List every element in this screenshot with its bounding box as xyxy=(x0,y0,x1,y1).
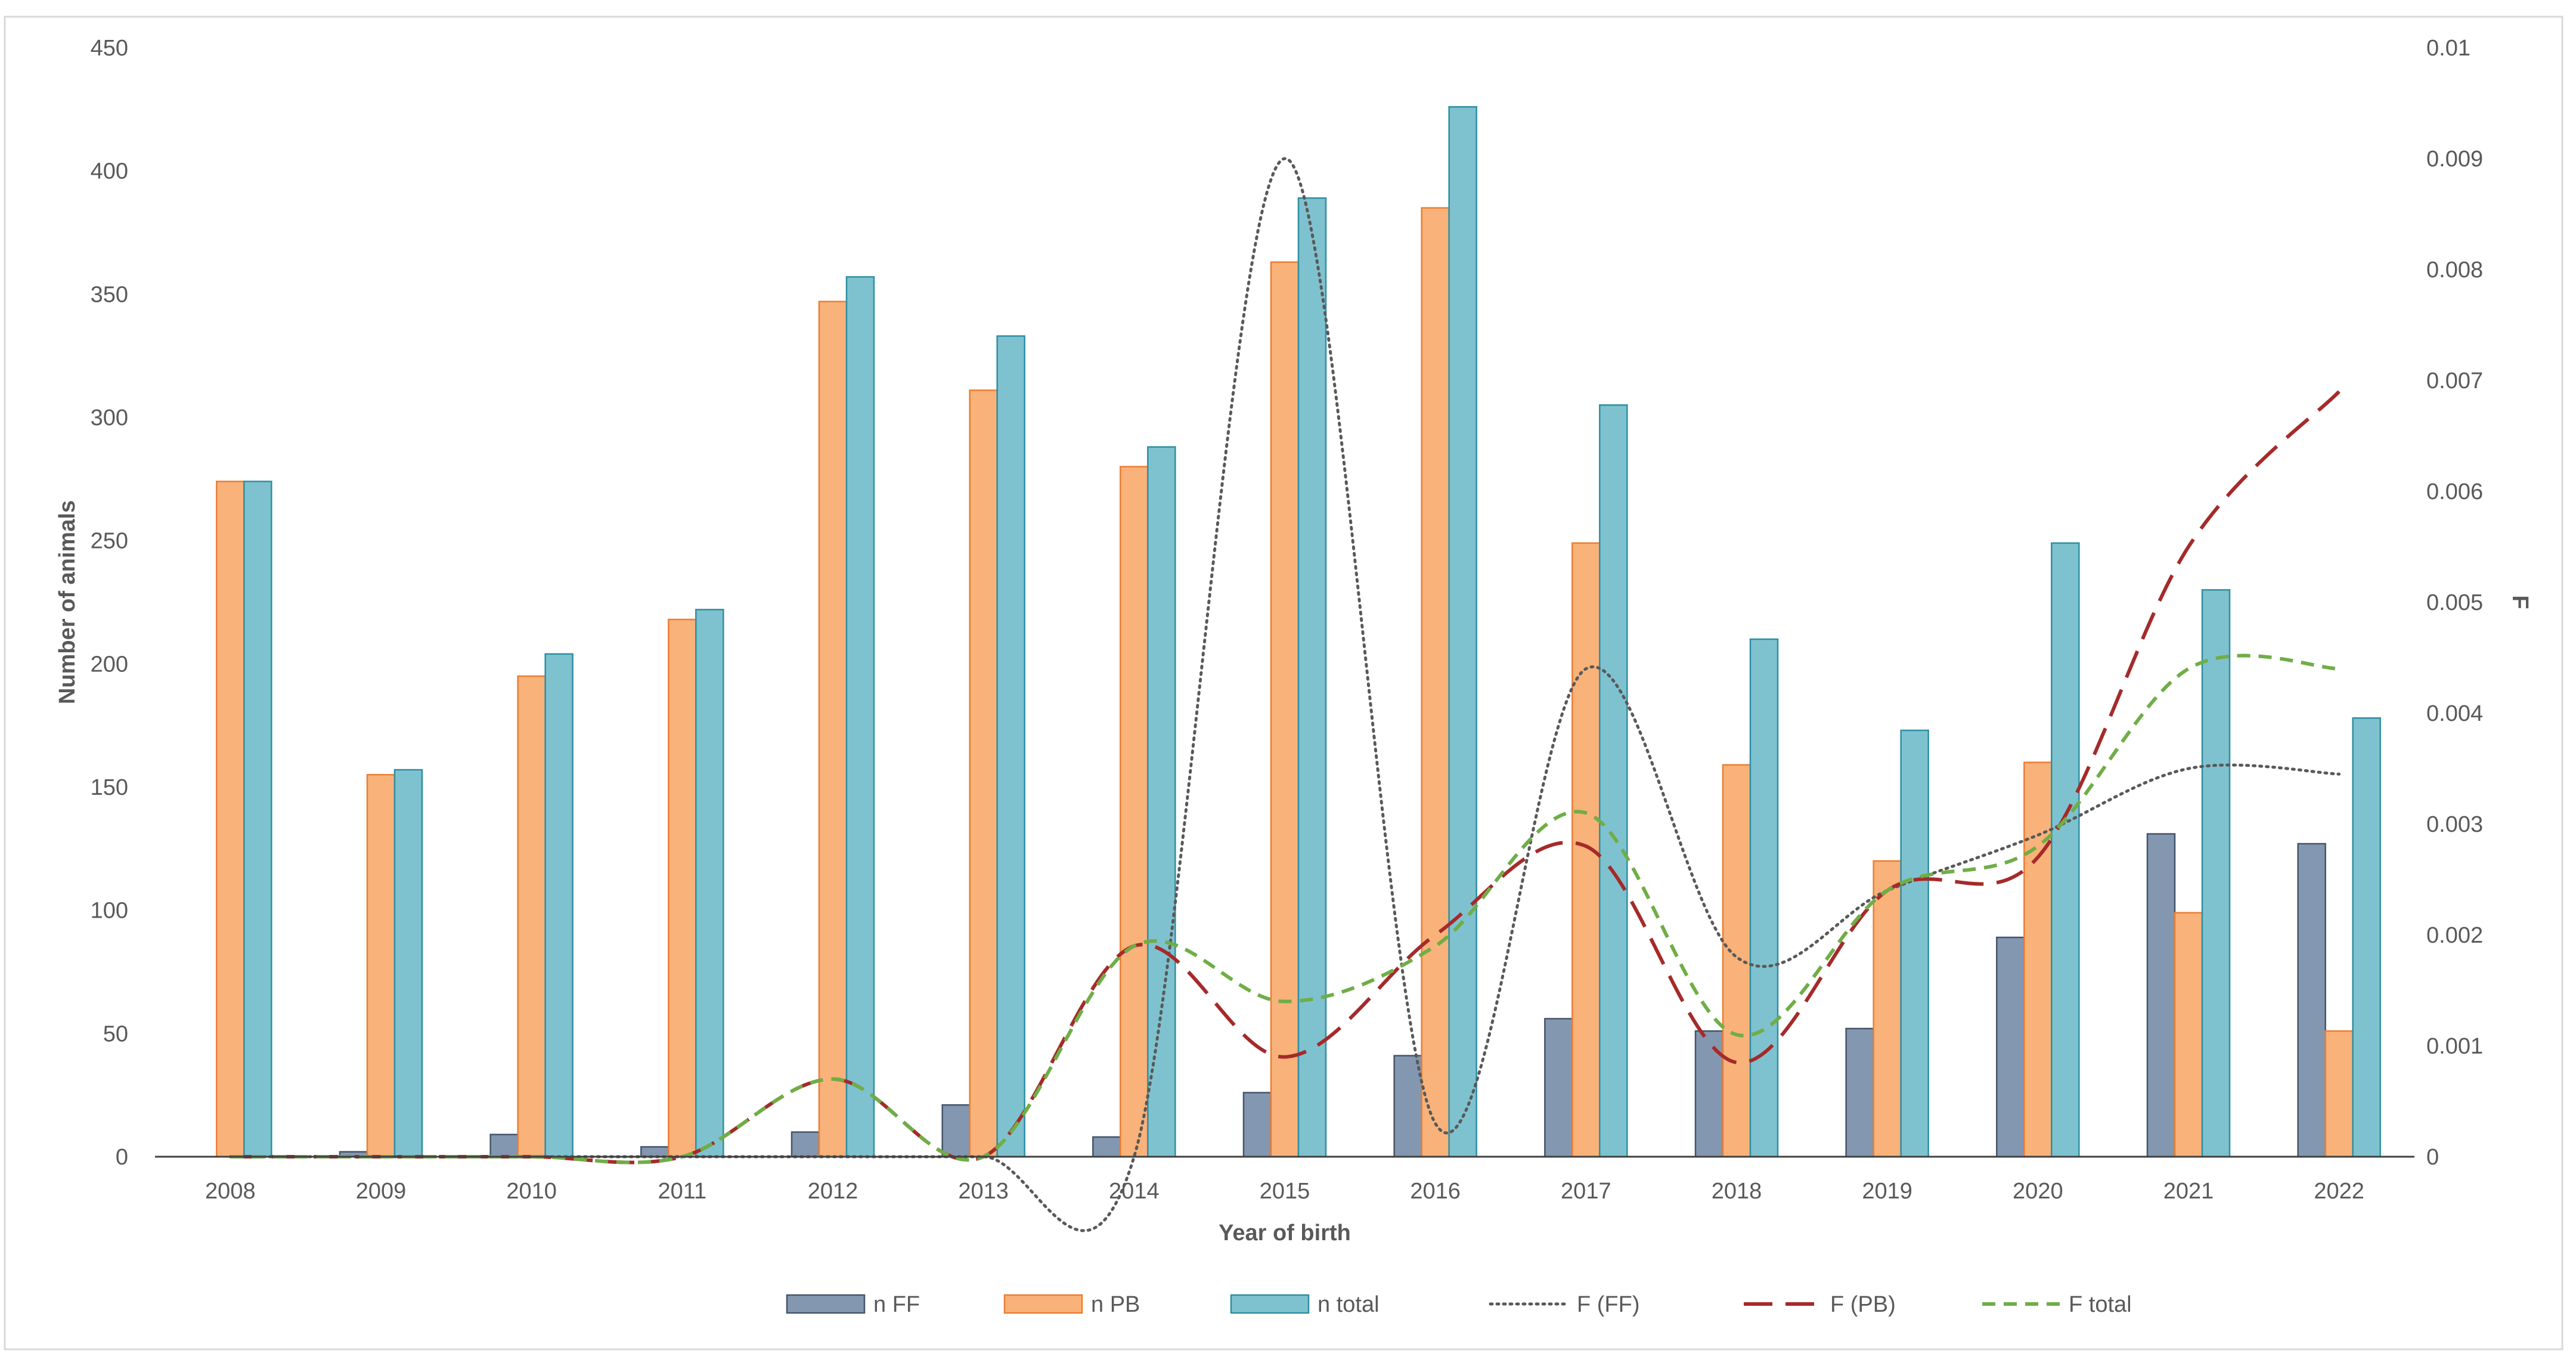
y2-tick-label: 0.003 xyxy=(2426,812,2483,837)
x-tick-label: 2010 xyxy=(506,1179,557,1204)
bar-n-pb-2015 xyxy=(1270,261,1300,1158)
y-axis-title: Number of animals xyxy=(55,500,80,704)
bar-n-total-2019 xyxy=(1900,729,1929,1158)
y2-tick-label: 0.006 xyxy=(2426,479,2483,504)
bar-n-ff-2014 xyxy=(1092,1136,1121,1158)
y-tick-label: 400 xyxy=(91,159,128,184)
y-tick-label: 50 xyxy=(103,1021,128,1046)
bar-n-total-2010 xyxy=(544,653,574,1158)
bar-n-total-2017 xyxy=(1599,404,1628,1158)
bar-n-pb-2008 xyxy=(216,481,245,1158)
x-tick-label: 2016 xyxy=(1410,1179,1461,1204)
y2-tick-label: 0.007 xyxy=(2426,368,2483,394)
bar-n-total-2016 xyxy=(1448,106,1477,1158)
legend-swatch-n-ff xyxy=(786,1294,866,1314)
bar-n-pb-2018 xyxy=(1722,764,1752,1158)
bar-n-pb-2010 xyxy=(517,675,546,1158)
legend: n FF n PB n total F (FF) F (PB) F total xyxy=(786,1292,2132,1317)
x-tick-label: 2022 xyxy=(2314,1179,2364,1204)
bar-n-total-2012 xyxy=(845,276,875,1158)
bar-n-total-2014 xyxy=(1147,446,1176,1158)
bar-n-ff-2021 xyxy=(2146,833,2176,1158)
x-axis: 2008 2009 2010 2011 2012 2013 2014 2015 2016 2017… xyxy=(205,1179,2364,1204)
y-axis-left: 0 50 100 150 200 250 300 350 400 450 xyxy=(91,36,128,1170)
legend-label-n-total: n total xyxy=(1318,1292,1380,1317)
x-tick-label: 2011 xyxy=(658,1179,706,1204)
bar-n-total-2008 xyxy=(243,481,272,1158)
legend-label-n-ff: n FF xyxy=(873,1292,920,1317)
bar-n-total-2021 xyxy=(2201,589,2231,1158)
bar-n-total-2009 xyxy=(393,769,423,1158)
bar-n-ff-2020 xyxy=(1996,936,2025,1158)
line-f-pb xyxy=(230,390,2341,1164)
bar-n-pb-2020 xyxy=(2023,761,2053,1158)
bar-n-total-2015 xyxy=(1297,197,1327,1158)
bar-n-ff-2019 xyxy=(1845,1027,1874,1158)
bar-n-pb-2012 xyxy=(818,301,848,1158)
y-tick-label: 450 xyxy=(91,36,128,61)
y2-tick-label: 0.004 xyxy=(2426,701,2483,726)
x-tick-label: 2014 xyxy=(1109,1179,1160,1204)
bar-n-ff-2013 xyxy=(941,1104,971,1158)
y2-tick-label: 0 xyxy=(2426,1145,2439,1170)
bar-n-pb-2021 xyxy=(2174,912,2203,1158)
bar-n-pb-2022 xyxy=(2324,1030,2354,1158)
bar-n-pb-2009 xyxy=(366,774,396,1158)
y-axis-right: 0 0.001 0.002 0.003 0.004 0.005 0.006 0.007 0.00… xyxy=(2426,36,2483,1170)
legend-label-n-pb: n PB xyxy=(1091,1292,1140,1317)
legend-swatch-n-total xyxy=(1230,1294,1310,1314)
x-tick-label: 2008 xyxy=(205,1179,256,1204)
bar-n-total-2011 xyxy=(695,609,724,1158)
bar-n-ff-2012 xyxy=(791,1131,820,1158)
y2-tick-label: 0.002 xyxy=(2426,923,2483,948)
line-f-total xyxy=(230,653,2339,1164)
x-tick-label: 2013 xyxy=(958,1179,1009,1204)
bar-n-ff-2010 xyxy=(489,1133,519,1158)
x-tick-label: 2020 xyxy=(2013,1179,2063,1204)
y2-tick-label: 0.01 xyxy=(2426,36,2470,61)
x-tick-label: 2021 xyxy=(2163,1179,2214,1204)
x-tick-label: 2012 xyxy=(808,1179,858,1204)
bar-n-pb-2017 xyxy=(1571,542,1601,1158)
x-tick-label: 2019 xyxy=(1862,1179,1912,1204)
y2-axis-title: F xyxy=(2507,595,2532,609)
bar-n-ff-2015 xyxy=(1242,1092,1272,1158)
y2-tick-label: 0.001 xyxy=(2426,1034,2483,1059)
legend-label-f-ff: F (FF) xyxy=(1577,1292,1640,1317)
bar-n-ff-2017 xyxy=(1544,1018,1573,1158)
x-axis-title: Year of birth xyxy=(1219,1221,1351,1246)
bar-n-total-2013 xyxy=(996,335,1025,1158)
x-tick-label: 2015 xyxy=(1260,1179,1310,1204)
bar-n-ff-2022 xyxy=(2297,842,2326,1158)
y-tick-label: 250 xyxy=(91,529,128,554)
bar-n-total-2020 xyxy=(2051,542,2080,1158)
y-tick-label: 300 xyxy=(91,405,128,430)
y2-tick-label: 0.009 xyxy=(2426,147,2483,172)
bar-n-pb-2014 xyxy=(1120,466,1149,1158)
bar-n-pb-2019 xyxy=(1873,860,1902,1158)
bar-n-ff-2016 xyxy=(1393,1055,1422,1158)
x-tick-label: 2018 xyxy=(1712,1179,1762,1204)
bar-n-total-2018 xyxy=(1749,638,1779,1158)
bar-n-pb-2013 xyxy=(969,389,998,1158)
x-tick-label: 2017 xyxy=(1561,1179,1611,1204)
y-tick-label: 350 xyxy=(91,282,128,307)
y-tick-label: 100 xyxy=(91,899,128,924)
bar-n-pb-2016 xyxy=(1421,207,1450,1158)
y2-tick-label: 0.008 xyxy=(2426,258,2483,283)
y-tick-label: 200 xyxy=(91,652,128,677)
y-tick-label: 150 xyxy=(91,775,128,800)
legend-swatch-n-pb xyxy=(1003,1294,1083,1314)
bar-n-ff-2018 xyxy=(1694,1030,1724,1158)
y-tick-label: 0 xyxy=(116,1145,128,1170)
lines-layer xyxy=(228,157,2341,1232)
bar-n-pb-2011 xyxy=(668,618,697,1158)
legend-label-f-pb: F (PB) xyxy=(1830,1292,1896,1317)
legend-label-f-total: F total xyxy=(2069,1292,2132,1317)
x-tick-label: 2009 xyxy=(356,1179,407,1204)
bar-n-total-2022 xyxy=(2352,717,2381,1158)
y2-tick-label: 0.005 xyxy=(2426,590,2483,615)
